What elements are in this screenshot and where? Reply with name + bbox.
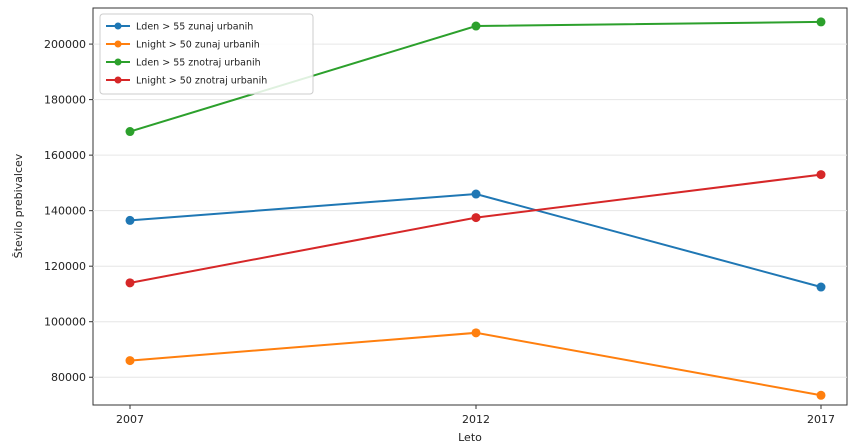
legend-item: Lden > 55 zunaj urbanih <box>106 22 253 33</box>
data-point <box>125 215 135 225</box>
data-point <box>816 390 826 400</box>
legend-label: Lnight > 50 znotraj urbanih <box>136 76 267 87</box>
series-line <box>129 192 822 288</box>
legend: Lden > 55 zunaj urbanih Lnight > 50 zunaj… <box>99 13 314 95</box>
legend-item: Lnight > 50 zunaj urbanih <box>106 40 260 51</box>
legend-marker <box>114 22 122 30</box>
series-2 <box>125 17 826 137</box>
data-point <box>471 189 481 199</box>
series-3 <box>125 170 826 288</box>
legend-item: Lden > 55 znotraj urbanih <box>106 58 261 69</box>
y-tick-label: 200000 <box>44 38 86 51</box>
data-point <box>125 278 135 288</box>
x-axis-label: Leto <box>458 431 482 444</box>
x-tick-label: 2007 <box>116 413 144 426</box>
series-0 <box>125 189 826 292</box>
y-tick-label: 180000 <box>44 94 86 107</box>
data-point <box>816 170 826 180</box>
x-axis-ticks: 2007 2012 2017 <box>116 405 835 426</box>
data-point <box>471 213 481 223</box>
data-point <box>125 127 135 137</box>
legend-box <box>99 13 314 95</box>
y-tick-label: 80000 <box>51 371 86 384</box>
y-tick-label: 120000 <box>44 260 86 273</box>
y-tick-label: 140000 <box>44 205 86 218</box>
legend-marker <box>114 58 122 66</box>
data-point <box>816 17 826 27</box>
legend-item: Lnight > 50 znotraj urbanih <box>106 76 267 87</box>
legend-label: Lden > 55 zunaj urbanih <box>136 22 253 33</box>
legend-label: Lnight > 50 zunaj urbanih <box>136 40 260 51</box>
y-tick-label: 100000 <box>44 316 86 329</box>
y-tick-label: 160000 <box>44 149 86 162</box>
x-tick-label: 2012 <box>462 413 490 426</box>
data-point <box>471 328 481 338</box>
y-axis-label: Število prebivalcev <box>12 153 25 258</box>
legend-label: Lden > 55 znotraj urbanih <box>136 58 261 69</box>
y-axis-ticks: 80000 100000 120000 140000 160000 180000 20000… <box>44 38 93 384</box>
series-line <box>129 331 822 397</box>
series-lines <box>125 17 826 400</box>
plot-frame <box>92 7 848 406</box>
series-1 <box>125 328 826 400</box>
x-tick-label: 2017 <box>807 413 835 426</box>
legend-marker <box>114 40 122 48</box>
data-point <box>471 21 481 31</box>
data-point <box>125 356 135 366</box>
legend-marker <box>114 76 122 84</box>
data-point <box>816 282 826 292</box>
